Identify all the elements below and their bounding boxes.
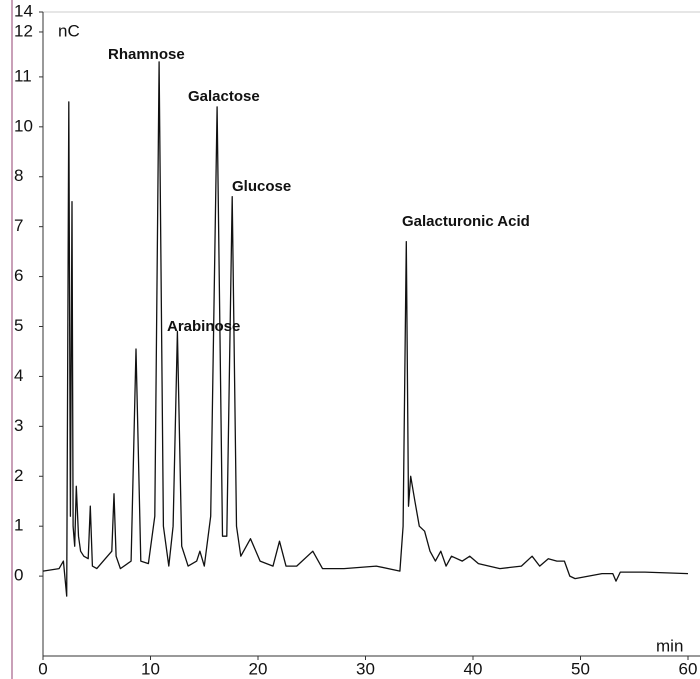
y-tick-label: 7 bbox=[14, 216, 23, 235]
x-tick-label: 50 bbox=[571, 659, 590, 678]
peak-label: Galactose bbox=[188, 88, 260, 105]
trace bbox=[42, 61, 689, 597]
y-tick-label: 5 bbox=[14, 316, 23, 335]
x-tick-label: 20 bbox=[249, 659, 268, 678]
y-tick-label: 8 bbox=[14, 166, 23, 185]
peak-label: Arabinose bbox=[167, 318, 240, 335]
peak-label: Rhamnose bbox=[108, 46, 185, 63]
x-tick-label: 0 bbox=[38, 659, 47, 678]
y-axis-label: nC bbox=[58, 21, 80, 40]
y-tick-label: 12 bbox=[14, 21, 33, 40]
y-tick-label: 10 bbox=[14, 116, 33, 135]
x-tick-label: 10 bbox=[141, 659, 160, 678]
x-tick-label: 60 bbox=[679, 659, 698, 678]
x-tick-label: 30 bbox=[356, 659, 375, 678]
peak-label: Glucose bbox=[232, 178, 291, 195]
y-tick-label: 2 bbox=[14, 466, 23, 485]
x-tick-label: 40 bbox=[464, 659, 483, 678]
y-tick-label: 14 bbox=[14, 1, 33, 20]
x-axis-label: min bbox=[656, 636, 683, 655]
y-tick-label: 0 bbox=[14, 566, 23, 585]
peak-label: Galacturonic Acid bbox=[402, 213, 530, 230]
y-tick-label: 3 bbox=[14, 416, 23, 435]
y-tick-label: 6 bbox=[14, 266, 23, 285]
y-tick-label: 1 bbox=[14, 516, 23, 535]
y-tick-label: 11 bbox=[14, 66, 32, 85]
y-tick-label: 4 bbox=[14, 366, 23, 385]
